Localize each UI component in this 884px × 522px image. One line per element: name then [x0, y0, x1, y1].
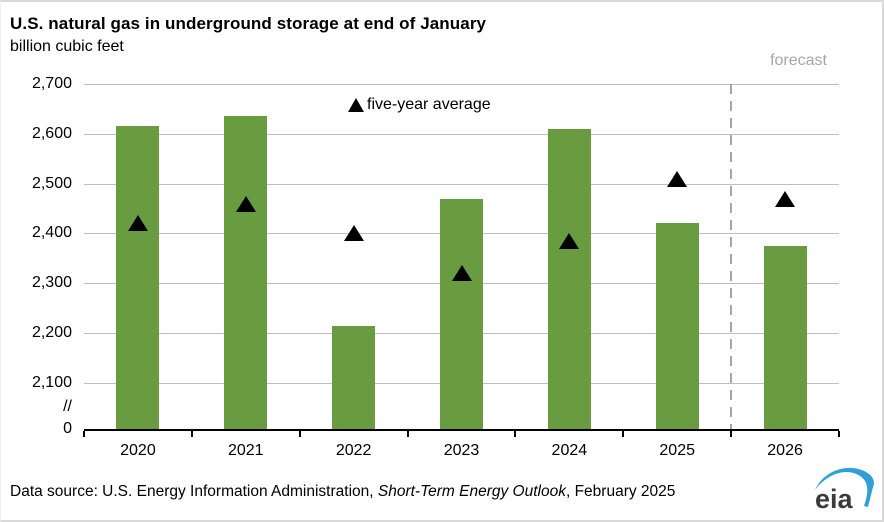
y-axis-label-2300: 2,300 [31, 274, 72, 292]
bar-2020 [116, 126, 160, 429]
gridline-2600 [84, 133, 839, 135]
y-axis-break-label: // [63, 398, 72, 415]
chart-units-label: billion cubic feet [10, 38, 124, 55]
bar-2021 [224, 116, 268, 429]
data-source-line: Data source: U.S. Energy Information Adm… [10, 483, 675, 501]
triangle-marker-icon [348, 98, 364, 112]
x-axis-label-2024: 2024 [551, 442, 588, 459]
x-axis-label-2025: 2025 [659, 442, 695, 459]
y-axis-label-2600: 2,600 [31, 124, 72, 142]
y-axis-label-2500: 2,500 [31, 174, 72, 192]
x-axis-tick [190, 431, 193, 437]
x-axis-tick [83, 431, 85, 437]
five-year-avg-marker-2026 [775, 190, 796, 207]
five-year-avg-marker-2024 [559, 232, 580, 249]
x-axis-label-2022: 2022 [335, 442, 372, 459]
five-year-avg-marker-2022 [343, 225, 364, 242]
x-axis-tick [622, 431, 625, 437]
y-axis-label-2400: 2,400 [31, 224, 72, 242]
gridline-2500 [84, 183, 839, 185]
eia-swoosh-icon [815, 467, 874, 507]
x-axis-label-2026: 2026 [767, 442, 803, 459]
source-suffix: , February 2025 [565, 483, 676, 500]
bar-2022 [332, 325, 376, 429]
five-year-avg-marker-2023 [451, 265, 472, 282]
five-year-avg-marker-2021 [235, 195, 256, 212]
source-publication: Short-Term Energy Outlook [377, 483, 566, 500]
bar-2025 [655, 223, 699, 429]
bar-2026 [763, 245, 807, 429]
y-axis-label-2200: 2,200 [31, 324, 72, 341]
x-axis-tick [406, 431, 409, 437]
x-axis-label-2023: 2023 [443, 442, 480, 459]
forecast-boundary-line [730, 84, 733, 429]
bar-2024 [547, 128, 591, 429]
five-year-avg-marker-2020 [127, 215, 148, 232]
chart-title: U.S. natural gas in underground storage … [10, 14, 487, 33]
chart-legend: five-year average [348, 96, 491, 114]
x-axis-tick [514, 431, 517, 437]
x-axis-tick [838, 431, 840, 437]
x-axis-label-2021: 2021 [227, 442, 264, 459]
x-axis-tick [298, 431, 301, 437]
five-year-avg-marker-2025 [667, 170, 688, 187]
bar-2023 [440, 198, 483, 429]
eia-logo-text: eia [815, 484, 853, 514]
source-prefix: Data source: U.S. Energy Information Adm… [10, 483, 378, 500]
x-axis-line [84, 429, 839, 431]
forecast-label: forecast [770, 52, 827, 69]
y-axis-label-0: 0 [63, 420, 72, 437]
y-axis-label-2700: 2,700 [31, 75, 72, 92]
x-axis-label-2020: 2020 [120, 442, 156, 459]
x-axis-tick [730, 431, 733, 437]
gridline-2700 [84, 84, 839, 85]
legend-label: five-year average [367, 96, 491, 113]
eia-logo: eia [813, 462, 877, 516]
y-axis-label-2100: 2,100 [31, 373, 72, 391]
